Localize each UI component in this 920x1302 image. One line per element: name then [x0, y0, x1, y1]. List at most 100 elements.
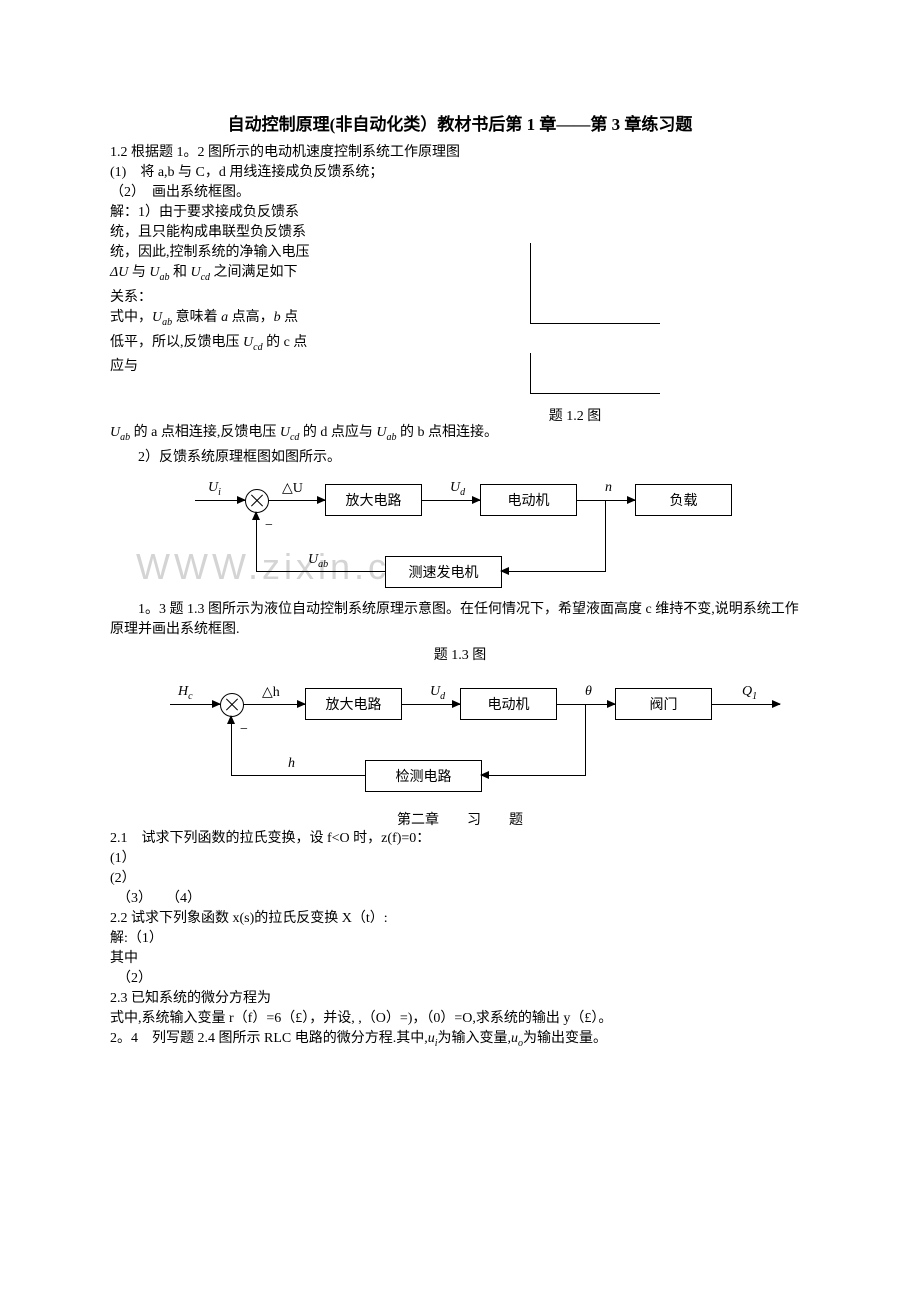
Ucd: Ucd — [280, 425, 300, 440]
para-2.1b: (1） — [110, 849, 810, 869]
sol-line-3: Uab 的 a 点相连接,反馈电压 Ucd 的 d 点应与 Uab 的 b 点相… — [110, 423, 810, 448]
box-tacho: 测速发电机 — [385, 556, 502, 588]
Ucd: Ucd — [190, 265, 210, 280]
ui: ui — [428, 1031, 438, 1046]
fig-line — [530, 393, 660, 394]
sol-line: 解：1）由于要求接成负反馈系统，且只能构成串联型负反馈系统，因此,控制系统的净输… — [110, 203, 310, 308]
label-ud: Ud — [450, 480, 465, 498]
line — [256, 512, 257, 572]
line — [500, 571, 606, 572]
label-minus: − — [240, 722, 248, 738]
t: 与 — [128, 265, 149, 280]
para-2.1a: 2.1 试求下列函数的拉氏变换，设 f<O 时，z(f)=0： — [110, 829, 810, 849]
t: 2。4 列写题 2.4 图所示 RLC 电路的微分方程.其中, — [110, 1031, 428, 1046]
arrow-icon — [452, 700, 461, 708]
box-motor: 电动机 — [480, 484, 577, 516]
label-uab: Uab — [308, 552, 328, 570]
para-2.4: 2。4 列写题 2.4 图所示 RLC 电路的微分方程.其中,ui为输入变量,u… — [110, 1029, 810, 1054]
b: b — [274, 310, 281, 325]
t: 解：1）由于要求接成负反馈系统，且只能构成串联型负反馈系统，因此,控制系统的净输… — [110, 205, 310, 260]
box-valve: 阀门 — [615, 688, 712, 720]
para-2.2d: （2） — [110, 969, 810, 989]
label-theta: θ — [585, 684, 592, 700]
line — [400, 704, 460, 705]
arrow-icon — [772, 700, 781, 708]
Uab: Uab — [376, 425, 396, 440]
summing-junction — [245, 489, 269, 513]
para-1.2-b: (1) 将 a,b 与 C，d 用线连接成负反馈系统； — [110, 163, 810, 183]
line — [480, 775, 586, 776]
uo: uo — [511, 1031, 523, 1046]
para-1.3: 1。3 题 1.3 图所示为液位自动控制系统原理示意图。在任何情况下，希望液面高… — [110, 600, 810, 640]
label-dh: △h — [262, 684, 280, 701]
fig-line — [530, 353, 531, 393]
para-1.2-a: 1.2 根据题 1。2 图所示的电动机速度控制系统工作原理图 — [110, 143, 810, 163]
line — [243, 704, 305, 705]
block-diagram-2: 放大电路 电动机 阀门 检测电路 Hc △h Ud θ Q1 − h — [110, 678, 810, 803]
figure-1.2-caption: 题 1.2 图 — [340, 405, 810, 425]
arrow-icon — [627, 496, 636, 504]
solution-text-block: 解：1）由于要求接成负反馈系统，且只能构成串联型负反馈系统，因此,控制系统的净输… — [110, 203, 310, 377]
t: 的 d 点应与 — [299, 425, 376, 440]
label-ud: Ud — [430, 684, 445, 702]
t: 意味着 — [172, 310, 221, 325]
line — [710, 704, 780, 705]
line — [231, 716, 232, 776]
line — [420, 500, 480, 501]
box-detect: 检测电路 — [365, 760, 482, 792]
line — [231, 775, 365, 776]
arrow-icon — [297, 700, 306, 708]
para-1.2-c: （2） 画出系统框图。 — [110, 183, 810, 203]
sol-line-4: 2）反馈系统原理框图如图所示。 — [110, 448, 810, 468]
para-2.3a: 2.3 已知系统的微分方程为 — [110, 989, 810, 1009]
arrow-icon — [212, 700, 221, 708]
fig-line — [530, 243, 531, 323]
fig-line — [530, 323, 660, 324]
t: 的 b 点相连接。 — [397, 425, 499, 440]
t: 为输入变量, — [438, 1031, 512, 1046]
para-2.2a: 2.2 试求下列象函数 x(s)的拉氏反变换 X（t）: — [110, 909, 810, 929]
label-ui: Ui — [208, 480, 221, 498]
Ucd: Ucd — [243, 335, 263, 350]
line — [585, 704, 586, 775]
Uab: Uab — [110, 425, 130, 440]
box-load: 负载 — [635, 484, 732, 516]
label-minus: − — [265, 518, 273, 534]
page: 自动控制原理(非自动化类）教材书后第 1 章——第 3 章练习题 1.2 根据题… — [0, 0, 920, 1094]
t: 的 a 点相连接,反馈电压 — [130, 425, 280, 440]
label-q1: Q1 — [742, 684, 757, 702]
arrow-icon — [500, 567, 509, 575]
label-n: n — [605, 480, 612, 496]
para-2.1c: (2） — [110, 869, 810, 889]
para-2.3b: 式中,系统输入变量 r（f）=6（£），并设, ,（O）=)，（0）=O,求系统… — [110, 1009, 810, 1029]
arrow-icon — [607, 700, 616, 708]
arrow-icon — [237, 496, 246, 504]
arrow-icon — [317, 496, 326, 504]
t: 和 — [169, 265, 190, 280]
line — [256, 571, 385, 572]
box-motor: 电动机 — [460, 688, 557, 720]
t: 为输出变量。 — [523, 1031, 607, 1046]
figure-1.3-caption: 题 1.3 图 — [110, 644, 810, 664]
para-2.1d: （3） （4） — [110, 889, 810, 909]
box-amp: 放大电路 — [305, 688, 402, 720]
t: 式中， — [110, 310, 152, 325]
arrow-icon — [480, 771, 489, 779]
sol-line-2: 式中，Uab 意味着 a 点高，b 点低平，所以,反馈电压 Ucd 的 c 点应… — [110, 308, 310, 378]
Uab: Uab — [149, 265, 169, 280]
label-h: h — [288, 756, 295, 772]
arrow-icon — [227, 715, 235, 724]
para-2.2b: 解:（1） — [110, 929, 810, 949]
Uab: Uab — [152, 310, 172, 325]
dU: ΔU — [110, 265, 128, 280]
label-hc: Hc — [178, 684, 193, 702]
figure-1.2-placeholder: 题 1.2 图 — [340, 203, 810, 423]
chapter-2-heading: 第二章 习 题 — [110, 809, 810, 829]
summing-junction — [220, 693, 244, 717]
arrow-icon — [252, 511, 260, 520]
block-diagram-1: 放大电路 电动机 负载 测速发电机 Ui △U Ud n − Uab WWW.z… — [110, 474, 810, 594]
box-amp: 放大电路 — [325, 484, 422, 516]
line — [605, 500, 606, 571]
label-du: △U — [282, 480, 303, 497]
arrow-icon — [472, 496, 481, 504]
